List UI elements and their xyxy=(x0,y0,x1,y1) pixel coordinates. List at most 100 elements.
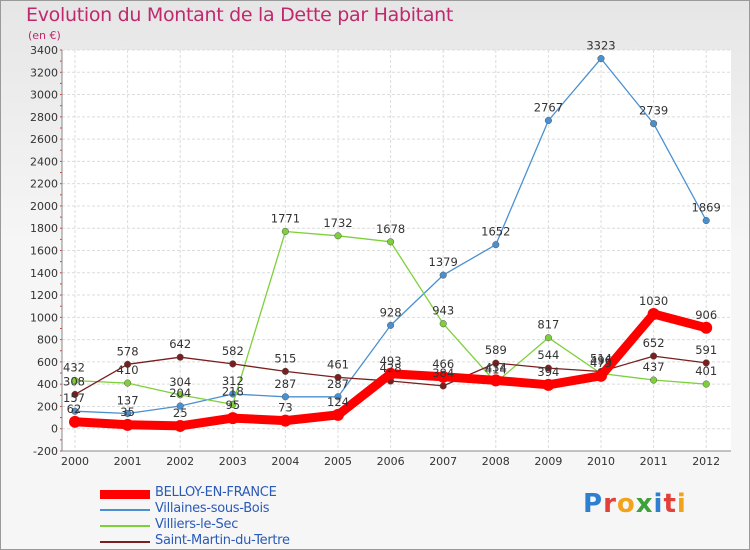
x-tick-label: 2008 xyxy=(482,455,510,468)
data-point-saint-martin-du-tertre xyxy=(334,373,342,381)
data-label-villiers-le-sec: 304 xyxy=(169,375,191,389)
data-point-villiers-le-sec xyxy=(71,377,79,385)
data-label-saint-martin-du-tertre: 578 xyxy=(117,344,139,358)
data-point-belloy-en-france xyxy=(489,374,502,387)
data-label-saint-martin-du-tertre: 384 xyxy=(432,366,454,380)
y-tick-label: 2000 xyxy=(30,200,58,213)
x-tick-label: 2011 xyxy=(640,455,668,468)
data-label-saint-martin-du-tertre: 428 xyxy=(380,361,402,375)
data-label-villaines-sous-bois: 204 xyxy=(169,386,191,400)
legend-label: Villiers-le-Sec xyxy=(155,517,239,532)
y-tick-label: 2200 xyxy=(30,178,58,191)
data-point-villiers-le-sec xyxy=(650,376,658,384)
chart-subtitle: (en €) xyxy=(28,29,61,42)
data-label-villaines-sous-bois: 137 xyxy=(117,393,139,407)
data-label-villiers-le-sec: 943 xyxy=(432,304,454,318)
y-tick-label: 600 xyxy=(37,356,58,369)
data-point-saint-martin-du-tertre xyxy=(229,360,237,368)
data-point-saint-martin-du-tertre xyxy=(544,364,552,372)
x-tick-label: 2009 xyxy=(534,455,562,468)
data-label-villaines-sous-bois: 2739 xyxy=(639,104,668,118)
data-point-belloy-en-france xyxy=(700,321,713,334)
y-tick-label: 1400 xyxy=(30,267,58,280)
x-tick-label: 2012 xyxy=(692,455,720,468)
data-point-villaines-sous-bois xyxy=(281,393,289,401)
data-label-belloy-en-france: 62 xyxy=(67,402,82,416)
data-point-belloy-en-france xyxy=(647,307,660,320)
legend-swatch xyxy=(100,509,150,511)
data-point-belloy-en-france xyxy=(69,415,81,428)
data-label-saint-martin-du-tertre: 652 xyxy=(643,336,665,350)
y-tick-label: 400 xyxy=(37,378,58,391)
data-label-villiers-le-sec: 218 xyxy=(222,384,244,398)
data-label-saint-martin-du-tertre: 591 xyxy=(695,343,717,357)
proxiti-logo: Proxiti xyxy=(583,489,687,519)
y-tick-label: 800 xyxy=(37,334,58,347)
data-label-saint-martin-du-tertre: 514 xyxy=(590,351,612,365)
data-label-belloy-en-france: 466 xyxy=(432,357,454,371)
data-point-saint-martin-du-tertre xyxy=(439,382,447,390)
data-label-belloy-en-france: 493 xyxy=(380,354,402,368)
data-point-belloy-en-france xyxy=(332,408,344,421)
data-point-belloy-en-france xyxy=(174,419,187,432)
data-point-villiers-le-sec xyxy=(334,232,342,240)
data-label-villaines-sous-bois: 3323 xyxy=(586,39,615,53)
y-tick-label: 1800 xyxy=(30,222,58,235)
data-point-belloy-en-france xyxy=(121,418,134,431)
data-label-villaines-sous-bois: 287 xyxy=(327,377,349,391)
data-label-villiers-le-sec: 414 xyxy=(485,363,507,377)
x-tick-label: 2007 xyxy=(429,455,457,468)
data-point-villaines-sous-bois xyxy=(334,393,342,401)
data-label-saint-martin-du-tertre: 589 xyxy=(485,343,507,357)
y-tick-label: 0 xyxy=(51,423,58,436)
data-point-villiers-le-sec xyxy=(281,227,289,236)
data-point-saint-martin-du-tertre xyxy=(176,353,184,361)
data-label-belloy-en-france: 475 xyxy=(590,356,612,370)
legend-swatch xyxy=(100,489,150,499)
x-tick-label: 2002 xyxy=(166,455,194,468)
data-label-villiers-le-sec: 817 xyxy=(537,318,559,332)
data-point-villiers-le-sec xyxy=(544,334,552,342)
data-label-villaines-sous-bois: 928 xyxy=(380,305,402,319)
data-label-villiers-le-sec: 432 xyxy=(63,361,85,375)
y-tick-label: 3000 xyxy=(30,89,58,102)
data-label-belloy-en-france: 25 xyxy=(173,406,188,420)
data-point-villaines-sous-bois xyxy=(544,116,552,125)
data-point-villaines-sous-bois xyxy=(702,216,710,225)
y-tick-label: 2400 xyxy=(30,155,58,168)
data-point-villiers-le-sec xyxy=(229,400,237,408)
data-label-villaines-sous-bois: 1652 xyxy=(481,225,510,239)
data-label-villaines-sous-bois: 287 xyxy=(274,377,296,391)
data-point-saint-martin-du-tertre xyxy=(492,359,500,367)
data-label-saint-martin-du-tertre: 642 xyxy=(169,337,191,351)
data-point-saint-martin-du-tertre xyxy=(650,352,658,360)
data-point-villiers-le-sec xyxy=(176,391,184,399)
data-point-saint-martin-du-tertre xyxy=(702,359,710,367)
data-point-villiers-le-sec xyxy=(124,379,132,387)
data-label-saint-martin-du-tertre: 308 xyxy=(63,374,85,388)
x-tick-label: 2003 xyxy=(219,455,247,468)
data-label-villiers-le-sec: 401 xyxy=(695,364,717,378)
data-label-belloy-en-france: 95 xyxy=(225,398,240,412)
data-point-villaines-sous-bois xyxy=(71,407,79,415)
data-point-belloy-en-france xyxy=(542,378,555,391)
data-point-saint-martin-du-tertre xyxy=(71,390,79,398)
data-point-villaines-sous-bois xyxy=(650,120,658,128)
x-tick-label: 2006 xyxy=(377,455,405,468)
legend-label: Saint-Martin-du-Tertre xyxy=(155,533,290,548)
data-point-belloy-en-france xyxy=(226,412,239,425)
data-label-villiers-le-sec: 437 xyxy=(643,360,665,374)
data-point-belloy-en-france xyxy=(595,369,607,382)
data-point-villaines-sous-bois xyxy=(176,402,184,410)
data-label-belloy-en-france: 906 xyxy=(695,308,717,322)
x-tick-label: 2005 xyxy=(324,455,352,468)
data-point-belloy-en-france xyxy=(437,370,450,383)
x-tick-label: 2000 xyxy=(61,455,89,468)
data-label-villiers-le-sec: 1732 xyxy=(323,216,352,230)
data-point-villiers-le-sec xyxy=(439,320,447,328)
data-point-villaines-sous-bois xyxy=(492,241,500,249)
legend-swatch xyxy=(100,541,150,543)
data-label-belloy-en-france: 434 xyxy=(485,360,507,374)
data-label-villaines-sous-bois: 2767 xyxy=(534,101,563,115)
data-point-villaines-sous-bois xyxy=(387,321,395,329)
